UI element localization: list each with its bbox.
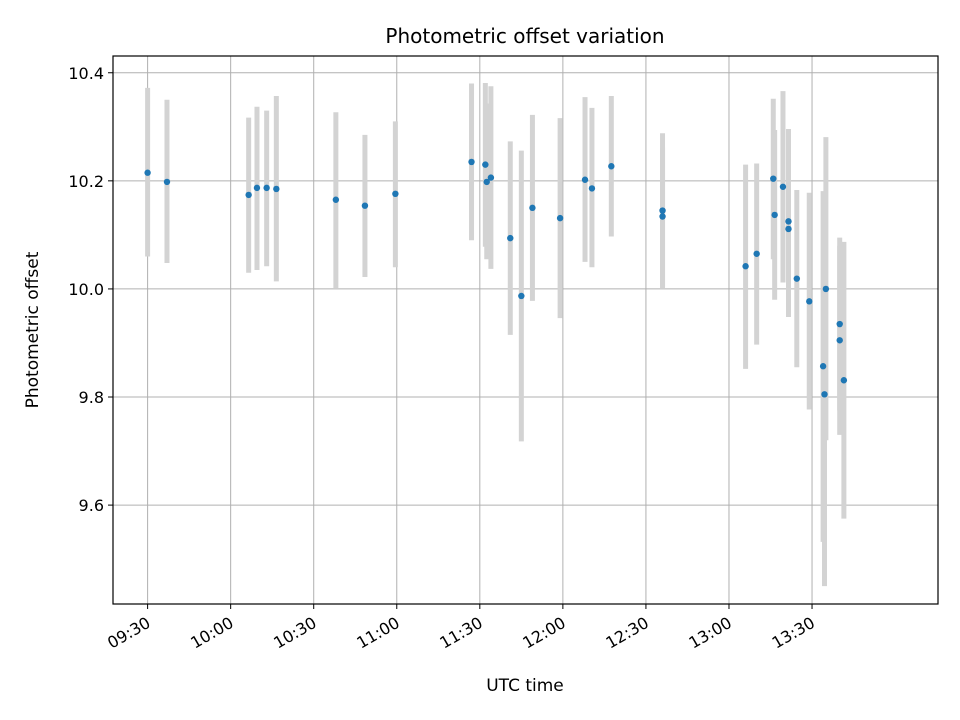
data-point (263, 184, 270, 192)
plot-frame (112, 55, 939, 605)
y-tick-label: 10.0 (68, 280, 104, 299)
data-point (392, 190, 399, 198)
data-point (793, 275, 801, 282)
data-point (483, 178, 490, 186)
data-point (581, 176, 589, 183)
data-point (529, 204, 536, 212)
y-tick-label: 10.2 (68, 172, 104, 191)
y-tick-label: 9.8 (79, 388, 104, 407)
data-point (556, 214, 564, 222)
data-point (806, 298, 813, 305)
data-points (144, 158, 848, 398)
data-point (779, 183, 787, 190)
data-point (770, 175, 777, 182)
data-point (822, 285, 830, 293)
data-point (482, 161, 489, 168)
data-point (785, 218, 792, 225)
x-axis-title: UTC time (486, 676, 564, 696)
data-point (273, 185, 280, 193)
data-point (245, 191, 252, 199)
y-axis-title: Photometric offset (23, 251, 43, 408)
y-tick-label: 9.6 (79, 496, 104, 515)
data-point (771, 211, 778, 219)
data-point (253, 184, 261, 192)
data-point (836, 320, 843, 328)
chart-title: Photometric offset variation (385, 24, 664, 48)
data-point (487, 174, 495, 181)
grid (113, 56, 938, 604)
data-point (785, 225, 792, 233)
data-point (659, 213, 666, 220)
data-point (588, 185, 596, 192)
data-point (821, 391, 828, 398)
data-point (659, 207, 666, 214)
data-point (608, 163, 615, 170)
data-point (163, 178, 171, 186)
data-point (742, 263, 749, 270)
data-point (332, 196, 340, 203)
data-point (144, 169, 151, 176)
data-point (836, 337, 843, 344)
data-point (819, 363, 827, 370)
y-axis: 9.6 9.8 10.0 10.2 10.4 (68, 64, 113, 515)
data-point (507, 234, 514, 242)
data-point (468, 158, 475, 166)
plot-area (113, 56, 938, 604)
data-point (518, 292, 525, 300)
data-point (361, 202, 369, 209)
data-point (840, 377, 848, 384)
data-point (753, 250, 760, 257)
y-tick-label: 10.4 (68, 64, 104, 83)
